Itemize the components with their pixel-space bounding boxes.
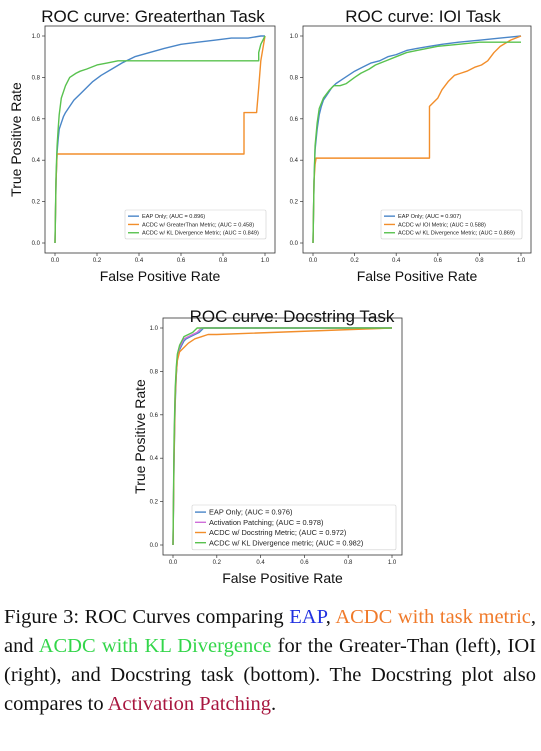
y-tick-label: 1.0 [290,34,299,40]
legend-label-3: ACDC w/ KL Divergence Metric; (AUC = 0.8… [398,231,515,237]
caption-acdc-task: ACDC with task metric [335,606,531,628]
series-line-1 [54,35,265,244]
x-tick-label: 0.2 [93,258,102,264]
x-tick-label: 0.6 [300,560,309,566]
legend-box [124,209,267,240]
x-tick-label: 0.2 [350,258,359,264]
legend-box [191,504,397,551]
chart-1: 0.0 0.2 0.4 0.6 0.8 1.0 0.0 0.2 0.4 0.6 0.8 1.0 ROC … [8,7,276,284]
legend-label-1: EAP Only; (AUC = 0.976) [209,508,292,517]
y-tick-label: 0.4 [290,158,299,164]
x-tick-label: 0.8 [475,258,484,264]
y-tick-label: 0.2 [150,500,159,506]
caption-middle: for the Greater-Than (left), IOI (right)… [4,635,536,715]
x-tick-label: 1.0 [388,560,397,566]
x-tick-label: 0.0 [51,258,60,264]
legend-box [380,209,523,240]
series-line-3 [54,35,266,244]
y-tick-label: 0.0 [290,241,299,247]
caption-activation: Activation Patching [107,693,272,715]
y-tick-label: 1.0 [32,34,41,40]
y-tick-label: 0.0 [150,543,159,549]
y-tick-label: 0.4 [150,456,159,462]
x-tick-label: 0.6 [434,258,443,264]
series-line-1 [312,35,522,244]
x-tick-label: 1.0 [517,258,526,264]
x-tick-label: 0.6 [177,258,186,264]
caption-sep2: , and [4,606,536,657]
y-tick-label: 0.0 [32,241,41,247]
plot-frame [44,25,276,254]
y-tick-label: 0.4 [32,158,41,164]
y-tick-label: 0.2 [290,200,299,206]
caption-end: . [271,693,277,715]
x-axis-label: False Positive Rate [357,268,478,284]
plot-frame [302,25,532,254]
chart-title: ROC curve: IOI Task [345,7,501,26]
y-tick-label: 0.6 [150,413,159,419]
series-line-3 [312,41,521,244]
y-tick-label: 0.8 [32,75,41,81]
x-tick-label: 0.0 [309,258,318,264]
y-tick-label: 1.0 [150,326,159,332]
caption-prefix: Figure 3: ROC Curves comparing [4,606,290,628]
legend-label-4: ACDC w/ KL Divergence metric; (AUC = 0.9… [209,538,363,547]
x-tick-label: 0.4 [392,258,401,264]
y-tick-label: 0.8 [290,75,299,81]
y-tick-label: 0.6 [32,117,41,123]
x-tick-label: 0.4 [135,258,144,264]
series-line-2 [312,35,522,244]
y-tick-label: 0.2 [32,200,41,206]
legend-label-3: ACDC w/ Docstring Metric; (AUC = 0.972) [209,528,346,537]
figure-caption: Figure 3: ROC Curves comparing EAP, ACDC… [4,603,536,719]
chart-title: ROC curve: Greaterthan Task [41,7,265,26]
x-axis-label: False Positive Rate [100,268,221,284]
x-tick-label: 0.0 [169,560,178,566]
series-line-4 [172,327,392,546]
chart-title: ROC curve: Docstring Task [190,307,395,326]
x-tick-label: 0.4 [256,560,265,566]
chart-3: 0.0 0.2 0.4 0.6 0.8 1.0 0.0 0.2 0.4 0.6 0.8 1.0 ROC … [132,307,403,586]
legend-label-2: ACDC w/ GreaterThan Metric; (AUC = 0.458… [142,222,254,228]
figure-charts: 0.0 0.2 0.4 0.6 0.8 1.0 0.0 0.2 0.4 0.6 0.8 1.0 ROC … [8,7,532,586]
y-axis-label: True Positive Rate [8,82,24,197]
legend-label-2: Activation Patching; (AUC = 0.978) [209,518,323,527]
x-tick-label: 0.2 [213,560,222,566]
legend-label-2: ACDC w/ IOI Metric; (AUC = 0.588) [398,222,486,228]
x-tick-label: 1.0 [261,258,270,264]
legend-label-1: EAP Only; (AUC = 0.907) [398,214,461,220]
caption-sep1: , [325,606,336,628]
legend-label-3: ACDC w/ KL Divergence Metric; (AUC = 0.8… [142,231,259,237]
y-tick-label: 0.6 [290,117,299,123]
x-axis-label: False Positive Rate [222,570,343,586]
plot-frame [162,317,403,556]
x-tick-label: 0.8 [219,258,228,264]
chart-2: 0.0 0.2 0.4 0.6 0.8 1.0 0.0 0.2 0.4 0.6 0.8 1.0 ROC … [290,7,532,284]
legend-label-1: EAP Only; (AUC = 0.896) [142,214,205,220]
caption-eap: EAP [289,606,326,628]
caption-acdc-kl: ACDC with KL Divergence [38,635,272,657]
y-tick-label: 0.8 [150,369,159,375]
x-tick-label: 0.8 [344,560,353,566]
y-axis-label: True Positive Rate [132,379,148,494]
